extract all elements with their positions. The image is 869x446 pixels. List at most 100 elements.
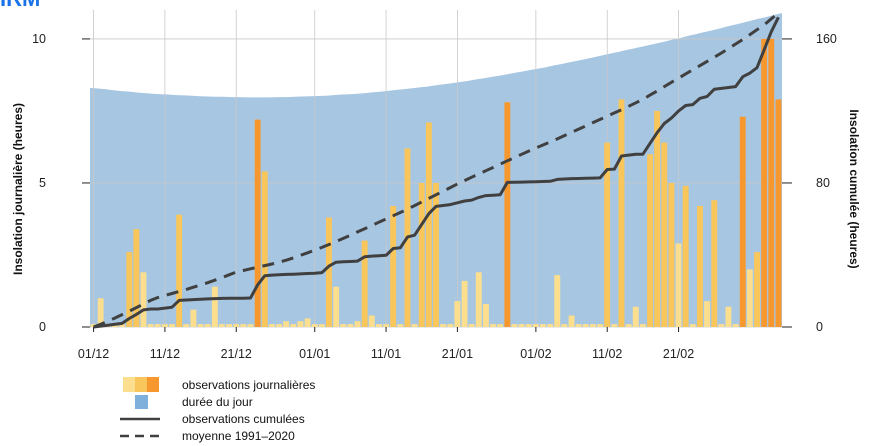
daily-bar — [347, 324, 354, 327]
daily-bar — [725, 306, 732, 327]
daily-bar — [297, 321, 304, 327]
x-tick-label: 21/12 — [221, 347, 252, 361]
daily-bar — [161, 324, 168, 327]
daily-bar — [697, 206, 703, 327]
daily-bar — [411, 324, 418, 327]
y-tick-label-left: 0 — [39, 320, 46, 334]
daily-bar — [483, 304, 489, 327]
x-tick-label: 11/02 — [592, 347, 622, 361]
daily-bar — [775, 99, 782, 328]
daily-bar — [711, 200, 718, 327]
x-tick-label: 01/01 — [299, 347, 330, 361]
daily-bar — [383, 324, 389, 327]
daily-bar — [340, 324, 347, 327]
daily-bar — [468, 324, 475, 327]
daily-bar — [597, 324, 603, 327]
daily-bar — [618, 99, 625, 328]
legend-swatch-daily-dark — [147, 377, 159, 392]
daily-bar — [318, 324, 325, 327]
daily-bar — [746, 269, 753, 327]
legend-swatch-daily-light — [123, 377, 135, 392]
daily-bar — [668, 183, 675, 327]
legend-swatch-daylength — [135, 395, 148, 409]
y-tick-label-right: 0 — [816, 320, 823, 334]
daily-bar — [511, 324, 518, 327]
daily-bar — [233, 324, 240, 327]
daily-bar — [568, 315, 575, 327]
daily-bar — [604, 142, 611, 327]
daily-bar — [269, 324, 275, 327]
daily-bar — [418, 183, 425, 327]
daily-bar — [532, 324, 539, 327]
daily-bar — [261, 171, 268, 327]
axis-ticks: 01/12 11/12 21/12 01/01 11/01 21/01 01/02 11/02… — [32, 32, 837, 361]
daily-bar — [682, 185, 689, 327]
daily-bar — [283, 321, 290, 327]
legend: observations journalières durée du jour … — [120, 377, 315, 443]
daily-bar — [732, 324, 739, 327]
daily-bar — [654, 110, 661, 328]
daily-bar — [675, 243, 682, 327]
daily-bar — [525, 324, 532, 327]
daily-bar — [204, 324, 211, 327]
daily-bar — [761, 38, 768, 328]
daily-bar — [197, 324, 204, 327]
x-tick-label: 01/02 — [520, 347, 551, 361]
logo-text: IRM — [0, 0, 40, 11]
x-tick-label: 11/01 — [371, 347, 401, 361]
daily-bar — [126, 252, 133, 327]
observed-cumulative-line — [93, 16, 780, 329]
daily-bar — [304, 318, 311, 327]
cumulative-lines — [93, 11, 780, 329]
daily-bar — [425, 122, 432, 327]
legend-label-normal: moyenne 1991–2020 — [182, 429, 295, 443]
y-tick-label-left: 10 — [32, 32, 46, 46]
y-axis-title-left: Insolation journalière (heures) — [11, 103, 25, 275]
daily-bar — [575, 324, 582, 327]
daily-bar — [147, 324, 154, 327]
daily-bar — [547, 324, 554, 327]
daily-bar — [154, 324, 161, 327]
daily-bar — [190, 309, 197, 327]
daily-bar — [447, 324, 454, 327]
daily-bar — [518, 324, 525, 327]
daily-bar — [354, 321, 361, 327]
daily-bar — [176, 214, 183, 327]
daily-bar — [397, 324, 404, 327]
daily-bar — [632, 306, 639, 327]
daily-bar — [97, 298, 104, 327]
y-axis-title-right: Insolation cumulée (heures) — [847, 109, 861, 268]
daily-bar — [219, 324, 225, 327]
x-tick-label: 21/02 — [663, 347, 694, 361]
daily-bar — [554, 275, 561, 327]
daily-bar — [461, 280, 468, 327]
daily-bar — [718, 324, 725, 327]
daily-bar — [689, 324, 696, 327]
daily-bar — [504, 102, 511, 327]
daily-bar — [290, 324, 297, 327]
daily-bar — [768, 38, 775, 328]
daily-bar — [311, 324, 318, 327]
daily-bar — [625, 324, 632, 327]
daily-bar — [119, 324, 125, 327]
daily-bar — [582, 324, 589, 327]
daily-bar — [226, 324, 232, 327]
daily-bar — [561, 324, 568, 327]
x-tick-label: 11/12 — [150, 347, 180, 361]
daily-bar — [647, 154, 653, 327]
legend-swatch-daily-medium — [135, 377, 147, 392]
daily-bar — [704, 301, 710, 327]
normal-cumulative-line — [93, 11, 780, 329]
y-tick-label-left: 5 — [39, 176, 46, 190]
daily-bar — [326, 217, 332, 327]
daily-bar — [590, 324, 596, 327]
daily-bar — [140, 272, 147, 327]
daily-bar — [475, 272, 482, 327]
daily-bar — [254, 119, 261, 327]
daily-bar — [361, 240, 368, 327]
daily-bar — [639, 324, 646, 327]
daily-bar — [183, 324, 190, 327]
y-tick-label-right: 80 — [816, 176, 830, 190]
y-tick-label-right: 160 — [816, 32, 837, 46]
